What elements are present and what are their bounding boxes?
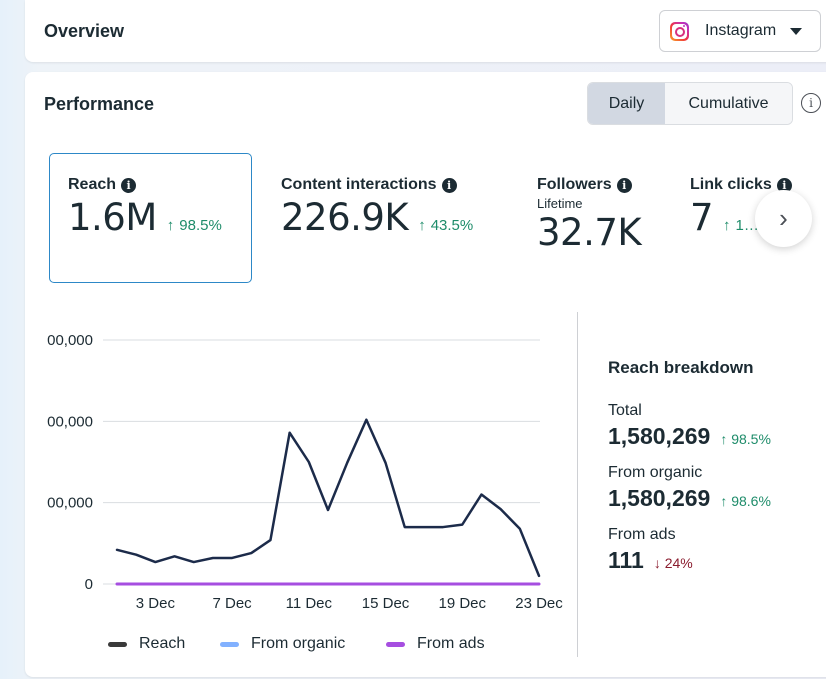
toggle-daily[interactable]: Daily: [588, 83, 665, 124]
metric-sublabel: Lifetime: [537, 196, 583, 211]
metric-label: Content interactions: [281, 176, 437, 193]
metric-delta: ↑ 98.5%: [166, 217, 222, 234]
y-tick-label: 0: [85, 576, 93, 593]
breakdown-delta: ↑ 98.6%: [720, 493, 771, 509]
metric-value: 1.6M: [68, 196, 157, 239]
platform-label: Instagram: [705, 22, 777, 39]
x-tick-label: 23 Dec: [515, 595, 563, 612]
performance-title: Performance: [44, 94, 155, 114]
breakdown-title: Reach breakdown: [608, 358, 754, 377]
overview-card: Overview Instagram: [25, 0, 826, 62]
toggle-cumulative[interactable]: Cumulative: [665, 83, 792, 124]
performance-card: Performance Daily Cumulative i Reach i 1.…: [25, 72, 826, 677]
arrow-up-icon: ↑: [166, 217, 175, 234]
x-tick-label: 3 Dec: [136, 595, 176, 612]
next-metrics-button[interactable]: ›: [755, 190, 812, 247]
metric-delta: ↑ 1…: [723, 217, 759, 234]
metric-card-content-interactions[interactable]: Content interactions i 226.9K ↑ 43.5%: [281, 176, 473, 239]
info-icon[interactable]: i: [441, 177, 457, 193]
breakdown-item-ads: From ads 111 ↓ 24%: [608, 526, 693, 573]
x-tick-label: 19 Dec: [439, 595, 487, 612]
legend-item-reach[interactable]: Reach: [108, 635, 185, 653]
overview-title: Overview: [44, 21, 125, 41]
caret-down-icon: [790, 27, 803, 35]
instagram-icon: [670, 21, 689, 41]
legend-item-ads[interactable]: From ads: [386, 635, 485, 653]
arrow-up-icon: ↑: [720, 493, 732, 509]
legend-swatch: [386, 641, 405, 647]
info-icon[interactable]: i: [801, 93, 821, 113]
info-icon[interactable]: i: [121, 177, 137, 193]
x-tick-label: 7 Dec: [212, 595, 252, 612]
arrow-down-icon: ↓: [653, 555, 665, 571]
arrow-up-icon: ↑: [723, 217, 731, 234]
legend-swatch: [108, 641, 127, 647]
breakdown-item-total: Total 1,580,269 ↑ 98.5%: [608, 402, 771, 449]
metric-label: Reach: [68, 176, 117, 193]
y-tick-label: 00,000: [47, 495, 93, 512]
breakdown-delta: ↑ 98.5%: [720, 431, 771, 447]
metric-label: Followers: [537, 176, 612, 193]
metric-card-link-clicks[interactable]: Link clicks i 7 ↑ 1…: [690, 176, 792, 239]
info-icon[interactable]: i: [776, 177, 792, 193]
x-tick-label: 15 Dec: [362, 595, 410, 612]
y-tick-label: 00,000: [47, 332, 93, 349]
metric-value: 32.7K: [537, 211, 642, 254]
breakdown-value: 1,580,269: [608, 423, 711, 449]
breakdown-value: 111: [608, 547, 644, 573]
arrow-up-icon: ↑: [720, 431, 732, 447]
metric-value: 226.9K: [281, 196, 409, 239]
arrow-up-icon: ↑: [418, 217, 426, 234]
chart-svg: 0 00,000 00,000 00,000 3 Dec 7 Dec 11 Dec 15 De…: [47, 332, 563, 612]
breakdown-delta: ↓ 24%: [653, 555, 693, 571]
y-tick-label: 00,000: [47, 413, 93, 430]
series-line-reach: [115, 418, 541, 578]
daily-cumulative-toggle: Daily Cumulative: [587, 82, 793, 125]
info-icon[interactable]: i: [616, 177, 632, 193]
metric-value: 7: [690, 196, 714, 239]
platform-select[interactable]: Instagram: [659, 10, 821, 52]
vertical-divider: [577, 312, 578, 657]
legend-swatch: [220, 641, 239, 647]
reach-chart: 0 00,000 00,000 00,000 3 Dec 7 Dec 11 Dec 15 De…: [25, 302, 570, 672]
x-tick-label: 11 Dec: [286, 595, 333, 612]
chevron-right-icon: ›: [779, 203, 788, 233]
metric-card-followers[interactable]: Followers i Lifetime 32.7K: [537, 176, 642, 254]
legend-item-organic[interactable]: From organic: [220, 635, 345, 653]
breakdown-value: 1,580,269: [608, 485, 711, 511]
metric-delta: ↑ 43.5%: [418, 217, 474, 234]
reach-breakdown: Reach breakdown Total 1,580,269 ↑ 98.5% …: [608, 358, 771, 574]
metric-card-reach[interactable]: Reach i 1.6M ↑ 98.5%: [49, 153, 252, 283]
breakdown-item-organic: From organic 1,580,269 ↑ 98.6%: [608, 464, 771, 511]
metric-label: Link clicks: [690, 176, 772, 193]
